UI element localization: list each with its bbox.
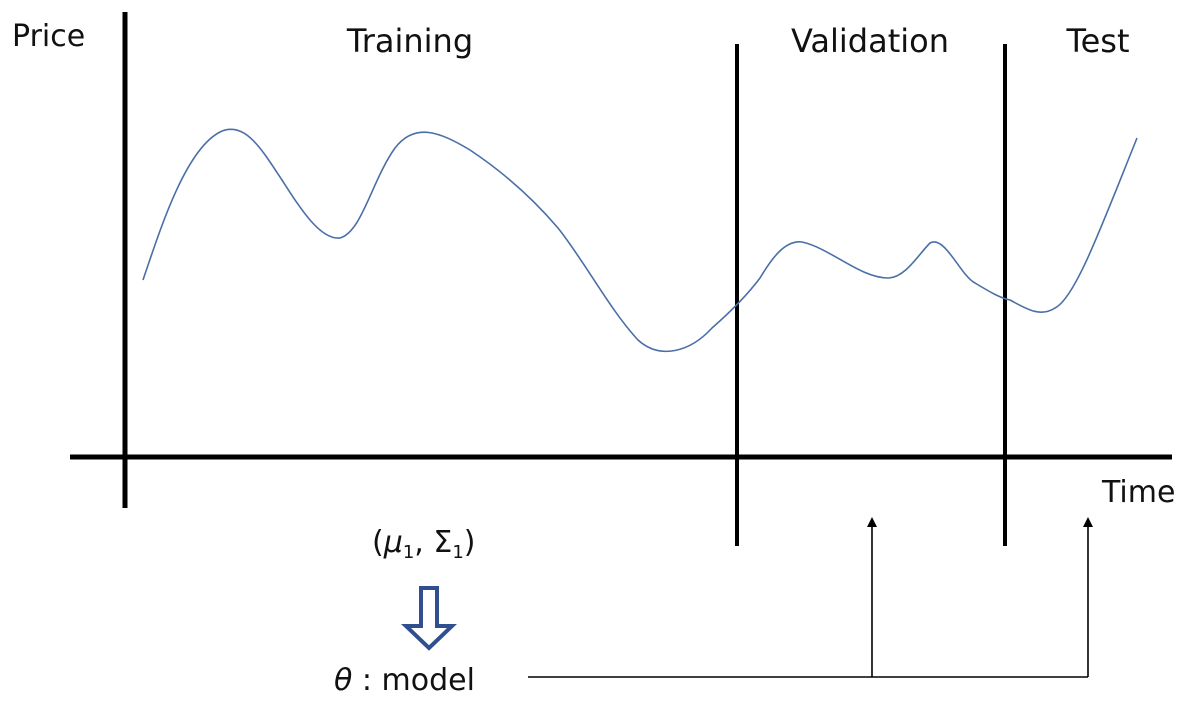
validation-label: Validation (791, 22, 949, 60)
param-close-paren: ) (464, 525, 476, 560)
x-axis-label: Time (1101, 475, 1175, 510)
model-label: θ : model (334, 663, 475, 698)
parameters-label: (μ1, Σ1) (372, 525, 475, 563)
param-sigma: Σ (433, 525, 452, 560)
down-arrow-icon (401, 586, 457, 651)
param-open-paren: ( (372, 525, 384, 560)
model-text: model (382, 663, 475, 698)
test-label: Test (1065, 22, 1129, 60)
param-comma: , (414, 525, 433, 560)
theta-symbol: θ (334, 663, 352, 698)
y-axis-label: Price (12, 19, 85, 54)
price-curve (142, 128, 1138, 353)
param-mu-sub: 1 (403, 542, 414, 563)
param-sigma-sub: 1 (452, 542, 463, 563)
training-label: Training (346, 22, 473, 60)
model-separator: : (352, 663, 381, 698)
param-mu: μ (383, 525, 403, 560)
